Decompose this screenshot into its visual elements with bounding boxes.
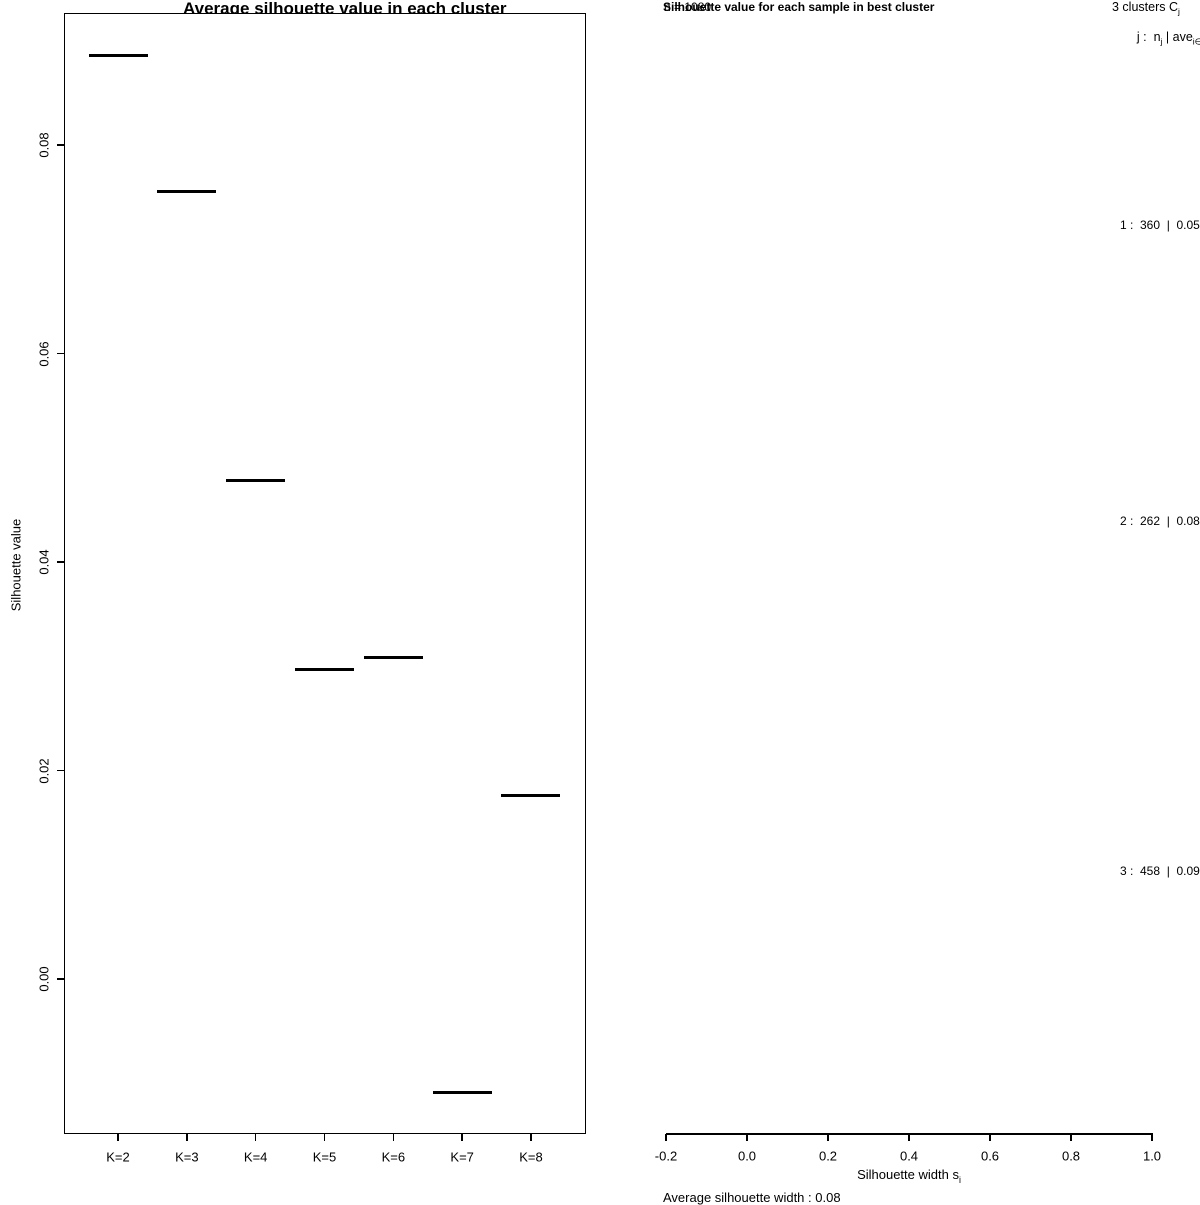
y-tick-mark [57, 352, 65, 355]
right-x-tick-mark [746, 1134, 748, 1141]
cluster-formula-annotation: j : nj | avei∈Cj si [1123, 16, 1200, 63]
clusters-count-subscript: j [1178, 6, 1180, 17]
y-tick-label: 0.00 [36, 966, 52, 992]
median-dash [157, 190, 217, 194]
average-silhouette-width-footer: Average silhouette width : 0.08 [663, 1190, 841, 1205]
left-chart: Average silhouette value in each cluster… [0, 0, 600, 1200]
right-x-tick-label: 1.0 [1142, 1148, 1162, 1164]
right-x-axis-label-subscript: i [958, 1174, 961, 1185]
clusters-count-text: 3 clusters C [1112, 0, 1178, 14]
x-tick-mark [254, 1133, 257, 1141]
x-category-label: K=3 [175, 1149, 199, 1165]
right-x-tick-mark [1151, 1134, 1153, 1141]
y-tick-mark [57, 561, 65, 563]
formula-sub: i∈Cj [1192, 36, 1200, 47]
right-x-tick-label: 0.4 [899, 1148, 919, 1164]
cluster-summary-label: 3 : 458 | 0.09 [1120, 864, 1200, 878]
x-tick-mark [392, 1133, 395, 1141]
right-x-tick-label: 0.8 [1061, 1148, 1081, 1164]
x-tick-mark [186, 1133, 188, 1141]
formula-seg: j : n [1136, 30, 1161, 44]
median-dash [226, 479, 286, 483]
median-dash [88, 53, 148, 57]
right-x-tick-label: -0.2 [654, 1148, 678, 1164]
y-tick-mark [57, 769, 65, 772]
right-x-axis-label-text: Silhouette width s [857, 1167, 959, 1183]
x-category-label: K=6 [381, 1149, 406, 1165]
right-x-tick-mark [665, 1134, 667, 1141]
right-n-samples-label: n = 1080 [664, 0, 712, 14]
right-x-tick-mark [989, 1134, 991, 1141]
left-y-axis-label: Silhouette value [8, 518, 24, 612]
x-category-label: K=4 [243, 1149, 268, 1165]
right-x-axis-label: Silhouette width si [857, 1167, 961, 1185]
x-category-label: K=2 [106, 1149, 130, 1165]
median-dash [432, 1091, 492, 1095]
median-dash [294, 667, 354, 671]
x-category-label: K=7 [450, 1149, 474, 1165]
cluster-summary-label: 2 : 262 | 0.08 [1120, 514, 1200, 528]
median-dash [501, 794, 561, 798]
cluster-summary-label: 1 : 360 | 0.05 [1120, 218, 1200, 232]
right-x-tick-label: 0.2 [818, 1148, 838, 1164]
x-category-label: K=8 [519, 1149, 543, 1165]
right-x-tick-mark [827, 1134, 829, 1141]
x-category-label: K=5 [312, 1149, 337, 1165]
y-tick-label: 0.08 [36, 132, 52, 158]
right-x-tick-label: 0.0 [737, 1148, 757, 1164]
right-x-axis-line [666, 1133, 1153, 1135]
formula-seg: | ave [1162, 30, 1193, 44]
right-x-tick-mark [908, 1134, 910, 1141]
right-x-tick-mark [1070, 1134, 1072, 1141]
right-chart-title: Silhouette value for each sample in best… [663, 0, 935, 14]
left-chart-title: Average silhouette value in each cluster [183, 0, 507, 18]
x-tick-mark [461, 1133, 463, 1141]
right-x-tick-label: 0.6 [980, 1148, 1000, 1164]
formula-sub: j [1160, 36, 1163, 47]
y-tick-label: 0.04 [36, 549, 52, 575]
y-tick-mark [57, 978, 65, 980]
median-dash [363, 656, 423, 660]
x-tick-mark [117, 1133, 119, 1141]
x-tick-mark [323, 1133, 326, 1141]
x-tick-mark [530, 1133, 532, 1141]
y-tick-label: 0.02 [36, 757, 52, 784]
y-tick-mark [57, 144, 65, 146]
y-tick-label: 0.06 [36, 340, 52, 367]
clusters-count-annotation: 3 clusters Cj [1112, 0, 1180, 19]
left-plot-area [64, 13, 586, 1134]
